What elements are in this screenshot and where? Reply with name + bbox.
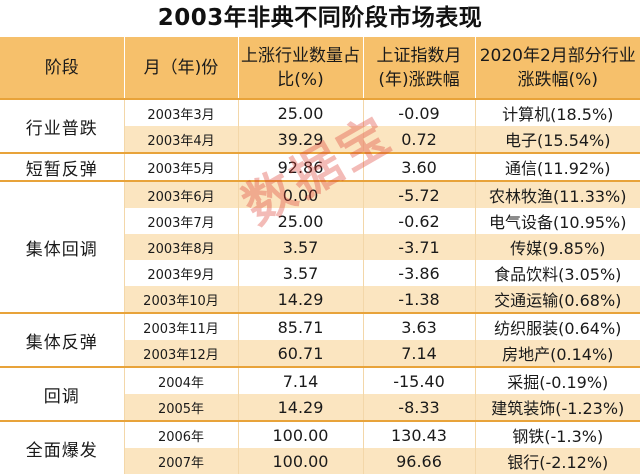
rising-ratio-cell: 92.86 xyxy=(238,152,364,181)
stage-cell: 集体回调 xyxy=(0,180,125,313)
header-row: 阶段 月（年)份 上涨行业数量占比(%) 上证指数月(年)涨跌幅 2020年2月… xyxy=(0,37,640,99)
industry-change-cell: 钢铁(-1.3%) xyxy=(475,420,640,448)
month-cell: 2003年6月 xyxy=(124,180,239,208)
stage-cell: 短暂反弹 xyxy=(0,152,125,181)
month-cell: 2003年10月 xyxy=(124,286,239,313)
index-change-cell: -1.38 xyxy=(363,286,476,313)
stage-cell: 全面爆发 xyxy=(0,420,125,474)
rising-ratio-cell: 7.14 xyxy=(238,366,364,394)
index-change-cell: 3.63 xyxy=(363,312,476,340)
index-change-cell: -3.86 xyxy=(363,260,476,286)
table-row: 2003年7月 25.00 -0.62 电气设备(10.95%) xyxy=(0,208,640,234)
rising-ratio-cell: 14.29 xyxy=(238,286,364,313)
industry-change-cell: 计算机(18.5%) xyxy=(475,98,640,126)
page-title: 2003年非典不同阶段市场表现 xyxy=(157,5,483,31)
month-cell: 2006年 xyxy=(124,420,239,448)
rising-ratio-cell: 85.71 xyxy=(238,312,364,340)
month-cell: 2004年 xyxy=(124,366,239,394)
index-change-cell: -8.33 xyxy=(363,394,476,421)
industry-change-cell: 建筑装饰(-1.23%) xyxy=(475,394,640,421)
rising-ratio-cell: 100.00 xyxy=(238,448,364,474)
header-month: 月（年)份 xyxy=(124,37,239,99)
table-row: 2003年12月 60.71 7.14 房地产(0.14%) xyxy=(0,340,640,367)
index-change-cell: 0.72 xyxy=(363,126,476,153)
table-row: 2003年8月 3.57 -3.71 传媒(9.85%) xyxy=(0,234,640,260)
table-row: 2007年 100.00 96.66 银行(-2.12%) xyxy=(0,448,640,474)
rising-ratio-cell: 3.57 xyxy=(238,234,364,260)
table-row: 集体回调 2003年6月 0.00 -5.72 农林牧渔(11.33%) xyxy=(0,180,640,313)
month-cell: 2003年8月 xyxy=(124,234,239,260)
table-row: 短暂反弹 2003年5月 92.86 3.60 通信(11.92%) xyxy=(0,152,640,181)
index-change-cell: 7.14 xyxy=(363,340,476,367)
table-row: 2003年10月 14.29 -1.38 交通运输(0.68%) xyxy=(0,286,640,313)
index-change-cell: 96.66 xyxy=(363,448,476,474)
month-cell: 2003年12月 xyxy=(124,340,239,367)
stage-cell: 行业普跌 xyxy=(0,98,125,153)
header-index-change: 上证指数月(年)涨跌幅 xyxy=(363,37,476,99)
table-row: 2005年 14.29 -8.33 建筑装饰(-1.23%) xyxy=(0,394,640,421)
industry-change-cell: 纺织服装(0.64%) xyxy=(475,312,640,340)
index-change-cell: -0.62 xyxy=(363,208,476,234)
table-row: 集体反弹 2003年11月 85.71 3.63 纺织服装(0.64%) xyxy=(0,312,640,367)
index-change-cell: -15.40 xyxy=(363,366,476,394)
table-row: 2003年9月 3.57 -3.86 食品饮料(3.05%) xyxy=(0,260,640,286)
header-industry-change: 2020年2月部分行业涨跌幅(%) xyxy=(475,37,640,99)
header-rising-ratio: 上涨行业数量占比(%) xyxy=(238,37,364,99)
table-header: 阶段 月（年)份 上涨行业数量占比(%) 上证指数月(年)涨跌幅 2020年2月… xyxy=(0,37,640,99)
rising-ratio-cell: 25.00 xyxy=(238,208,364,234)
index-change-cell: -5.72 xyxy=(363,180,476,208)
stage-cell: 集体反弹 xyxy=(0,312,125,367)
month-cell: 2005年 xyxy=(124,394,239,421)
rising-ratio-cell: 39.29 xyxy=(238,126,364,153)
table-row: 2003年4月 39.29 0.72 电子(15.54%) xyxy=(0,126,640,153)
rising-ratio-cell: 60.71 xyxy=(238,340,364,367)
month-cell: 2003年9月 xyxy=(124,260,239,286)
index-change-cell: 3.60 xyxy=(363,152,476,181)
month-cell: 2003年4月 xyxy=(124,126,239,153)
stage-cell: 回调 xyxy=(0,366,125,421)
month-cell: 2007年 xyxy=(124,448,239,474)
month-cell: 2003年11月 xyxy=(124,312,239,340)
index-change-cell: 130.43 xyxy=(363,420,476,448)
rising-ratio-cell: 0.00 xyxy=(238,180,364,208)
industry-change-cell: 农林牧渔(11.33%) xyxy=(475,180,640,208)
table-row: 行业普跌 2003年3月 25.00 -0.09 计算机(18.5%) xyxy=(0,98,640,153)
month-cell: 2003年5月 xyxy=(124,152,239,181)
header-stage: 阶段 xyxy=(0,37,125,99)
industry-change-cell: 房地产(0.14%) xyxy=(475,340,640,367)
industry-change-cell: 银行(-2.12%) xyxy=(475,448,640,474)
index-change-cell: -3.71 xyxy=(363,234,476,260)
industry-change-cell: 食品饮料(3.05%) xyxy=(475,260,640,286)
industry-change-cell: 采掘(-0.19%) xyxy=(475,366,640,394)
rising-ratio-cell: 3.57 xyxy=(238,260,364,286)
industry-change-cell: 电子(15.54%) xyxy=(475,126,640,153)
table-row: 全面爆发 2006年 100.00 130.43 钢铁(-1.3%) xyxy=(0,420,640,474)
industry-change-cell: 电气设备(10.95%) xyxy=(475,208,640,234)
industry-change-cell: 交通运输(0.68%) xyxy=(475,286,640,313)
rising-ratio-cell: 25.00 xyxy=(238,98,364,126)
market-performance-table: 阶段 月（年)份 上涨行业数量占比(%) 上证指数月(年)涨跌幅 2020年2月… xyxy=(0,37,640,474)
month-cell: 2003年3月 xyxy=(124,98,239,126)
month-cell: 2003年7月 xyxy=(124,208,239,234)
industry-change-cell: 传媒(9.85%) xyxy=(475,234,640,260)
rising-ratio-cell: 14.29 xyxy=(238,394,364,421)
rising-ratio-cell: 100.00 xyxy=(238,420,364,448)
table-row: 回调 2004年 7.14 -15.40 采掘(-0.19%) xyxy=(0,366,640,421)
index-change-cell: -0.09 xyxy=(363,98,476,126)
industry-change-cell: 通信(11.92%) xyxy=(475,152,640,181)
table-body: 行业普跌 2003年3月 25.00 -0.09 计算机(18.5%) 2003年4月 39… xyxy=(0,98,640,474)
